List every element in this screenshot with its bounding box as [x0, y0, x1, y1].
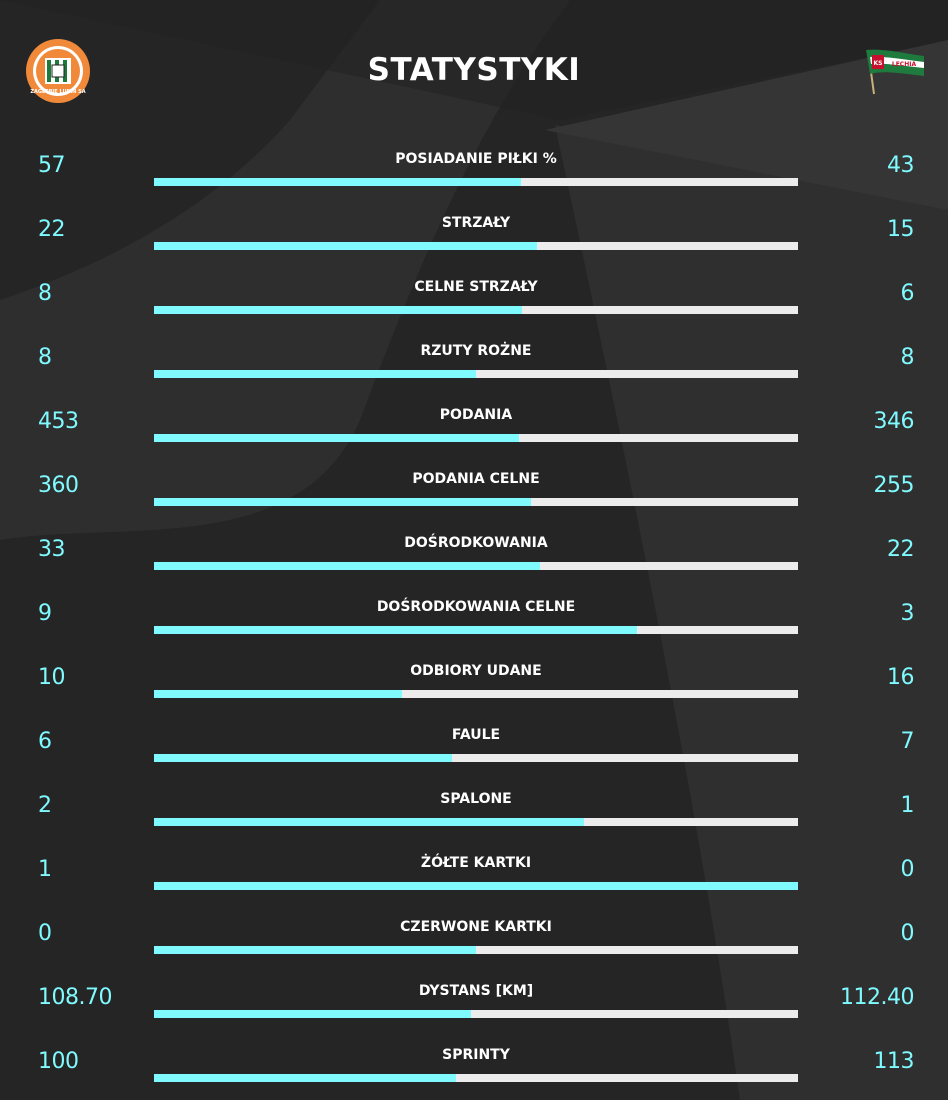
- stat-label: DOŚRODKOWANIA CELNE: [376, 599, 576, 615]
- stat-label: ŻÓŁTE KARTKI: [420, 855, 532, 871]
- home-value: 8: [38, 281, 52, 306]
- stat-bar-home-fill: [154, 690, 402, 698]
- stat-bar-home-fill: [154, 1010, 471, 1018]
- home-value: 57: [38, 153, 66, 178]
- stat-row: 9 DOŚRODKOWANIA CELNE 3: [0, 583, 948, 647]
- stat-row: 2 SPALONE 1: [0, 775, 948, 839]
- away-value: 3: [900, 601, 915, 626]
- away-value: 112.40: [840, 985, 914, 1010]
- stat-bar: [154, 1074, 798, 1082]
- stat-bar: [154, 946, 798, 954]
- stat-label: ODBIORY UDANE: [410, 663, 542, 679]
- home-value: 8: [38, 345, 52, 370]
- home-value: 1: [38, 857, 52, 882]
- stats-list: 57 POSIADANIE PIŁKI % 43 22 STRZAŁY 15 8 CELNE …: [0, 135, 948, 1095]
- svg-text:ZAGŁĘBIE LUBIN SA: ZAGŁĘBIE LUBIN SA: [30, 89, 85, 95]
- stat-bar: [154, 882, 798, 890]
- stat-label: RZUTY ROŻNE: [420, 343, 532, 359]
- stat-row: 6 FAULE 7: [0, 711, 948, 775]
- away-value: 22: [887, 537, 915, 562]
- stat-label: DOŚRODKOWANIA: [404, 535, 548, 551]
- away-value: 43: [887, 153, 915, 178]
- stat-bar-home-fill: [154, 242, 538, 250]
- page-title: STATYSTYKI: [367, 52, 581, 88]
- stat-row: 360 PODANIA CELNE 255: [0, 455, 948, 519]
- stat-label: CZERWONE KARTKI: [400, 919, 552, 935]
- stat-bar: [154, 754, 798, 762]
- stat-label: CELNE STRZAŁY: [414, 279, 538, 295]
- stat-bar: [154, 178, 798, 186]
- stat-row: 22 STRZAŁY 15: [0, 199, 948, 263]
- stat-row: 33 DOŚRODKOWANIA 22: [0, 519, 948, 583]
- home-value: 22: [38, 217, 66, 242]
- stat-bar: [154, 818, 798, 826]
- stat-bar: [154, 498, 798, 506]
- away-value: 7: [900, 729, 915, 754]
- stat-bar-home-fill: [154, 946, 476, 954]
- stat-bar-home-fill: [154, 882, 798, 890]
- stat-row: 1 ŻÓŁTE KARTKI 0: [0, 839, 948, 903]
- stat-row: 453 PODANIA 346: [0, 391, 948, 455]
- stat-label: PODANIA CELNE: [412, 471, 540, 487]
- stat-row: 10 ODBIORY UDANE 16: [0, 647, 948, 711]
- home-value: 2: [38, 793, 52, 818]
- stat-label: POSIADANIE PIŁKI %: [395, 151, 557, 167]
- home-team-logo: ZAGŁĘBIE LUBIN SA: [25, 38, 91, 104]
- svg-text:KS: KS: [874, 60, 883, 67]
- stat-bar-home-fill: [154, 1074, 457, 1082]
- away-value: 8: [900, 345, 915, 370]
- stat-bar-home-fill: [154, 434, 520, 442]
- stat-bar-home-fill: [154, 818, 584, 826]
- stat-label: FAULE: [451, 727, 501, 743]
- stat-bar-home-fill: [154, 498, 531, 506]
- away-value: 15: [887, 217, 915, 242]
- stat-row: 108.70 DYSTANS [KM] 112.40: [0, 967, 948, 1031]
- header: ZAGŁĘBIE LUBIN SA STATYSTYKI KS LECHIA: [0, 0, 948, 140]
- stat-row: 8 CELNE STRZAŁY 6: [0, 263, 948, 327]
- stat-bar-home-fill: [154, 306, 522, 314]
- away-value: 16: [887, 665, 915, 690]
- home-value: 9: [38, 601, 52, 626]
- stat-bar-home-fill: [154, 754, 452, 762]
- home-value: 360: [38, 473, 79, 498]
- home-value: 0: [38, 921, 52, 946]
- stat-label: SPRINTY: [442, 1047, 510, 1063]
- stat-bar-home-fill: [154, 626, 637, 634]
- stat-bar-home-fill: [154, 370, 476, 378]
- stat-row: 100 SPRINTY 113: [0, 1031, 948, 1095]
- stat-bar: [154, 306, 798, 314]
- home-value: 6: [38, 729, 52, 754]
- home-value: 453: [38, 409, 79, 434]
- stat-bar: [154, 370, 798, 378]
- away-value: 113: [873, 1049, 915, 1074]
- stat-row: 8 RZUTY ROŻNE 8: [0, 327, 948, 391]
- home-value: 108.70: [38, 985, 112, 1010]
- away-value: 1: [900, 793, 915, 818]
- home-value: 33: [38, 537, 66, 562]
- stat-label: SPALONE: [440, 791, 512, 807]
- stat-bar: [154, 434, 798, 442]
- stat-bar: [154, 562, 798, 570]
- svg-text:LECHIA: LECHIA: [892, 61, 917, 68]
- away-value: 0: [900, 921, 915, 946]
- stat-label: STRZAŁY: [441, 215, 511, 231]
- away-team-logo: KS LECHIA: [860, 46, 926, 96]
- home-value: 100: [38, 1049, 79, 1074]
- stat-bar: [154, 626, 798, 634]
- stat-bar: [154, 242, 798, 250]
- stat-bar-home-fill: [154, 562, 541, 570]
- away-value: 0: [900, 857, 915, 882]
- stat-label: DYSTANS [KM]: [418, 983, 534, 999]
- away-value: 255: [873, 473, 915, 498]
- stat-bar: [154, 690, 798, 698]
- stat-bar-home-fill: [154, 178, 522, 186]
- away-value: 346: [873, 409, 915, 434]
- away-value: 6: [900, 281, 915, 306]
- stat-label: PODANIA: [439, 407, 513, 423]
- stat-bar: [154, 1010, 798, 1018]
- stat-row: 57 POSIADANIE PIŁKI % 43: [0, 135, 948, 199]
- home-value: 10: [38, 665, 66, 690]
- stat-row: 0 CZERWONE KARTKI 0: [0, 903, 948, 967]
